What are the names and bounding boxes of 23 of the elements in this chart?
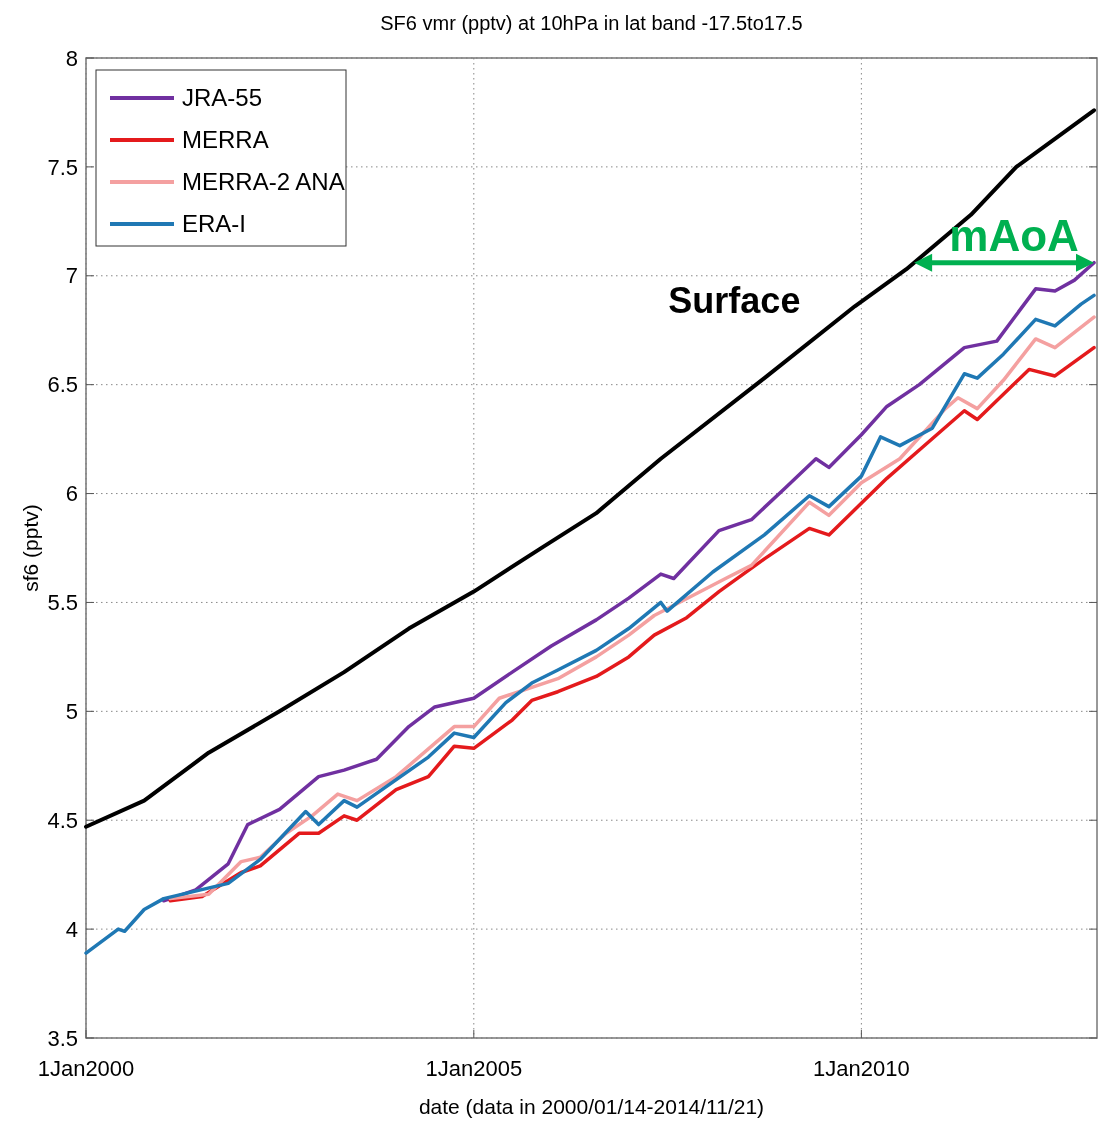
legend-label: JRA-55	[182, 84, 263, 112]
x-tick-label: 1Jan2010	[813, 1056, 910, 1081]
annotation: Surface	[668, 280, 801, 322]
y-tick-label: 4.5	[47, 807, 78, 833]
y-tick-label: 8	[65, 45, 78, 71]
y-tick-label: 6.5	[47, 372, 78, 398]
y-tick-label: 5.5	[47, 590, 78, 616]
y-tick-label: 7.5	[47, 154, 78, 180]
y-tick-label: 5	[65, 699, 78, 725]
x-tick-label: 1Jan2000	[37, 1056, 135, 1081]
line-series	[84, 108, 1097, 829]
annotation: mAoA	[949, 210, 1079, 260]
chart-title: SF6 vmr (pptv) at 10hPa in lat band -17.5to17.5	[380, 12, 803, 34]
y-tick-label: 6	[65, 481, 78, 507]
y-tick-label: 4	[65, 916, 78, 942]
legend-label: MERRA	[182, 126, 269, 154]
legend-label: MERRA-2 ANA	[182, 168, 345, 196]
x-tick-label: 1Jan2005	[425, 1056, 523, 1081]
y-tick-label: 3.5	[47, 1025, 78, 1051]
legend-label: ERA-I	[182, 210, 247, 238]
y-axis-title: sf6 (pptv)	[19, 504, 42, 592]
y-tick-label: 7	[65, 263, 78, 289]
x-axis-title: date (data in 2000/01/14-2014/11/21)	[418, 1095, 765, 1118]
